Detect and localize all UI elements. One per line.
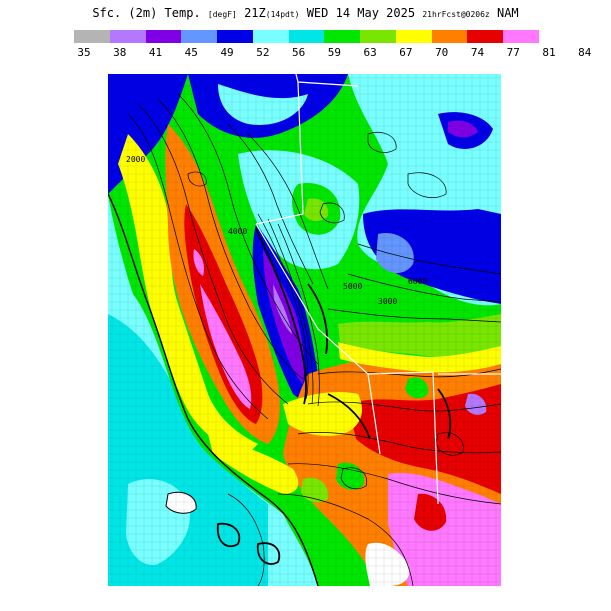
legend-tick-label: 81 xyxy=(542,46,556,59)
legend-swatch xyxy=(503,30,539,43)
contour-lines xyxy=(127,93,501,586)
temperature-map: 2000 3000 4000 5000 6000 xyxy=(108,74,501,586)
legend-swatch xyxy=(324,30,361,43)
legend-tick-label: 38 xyxy=(113,46,127,59)
legend-tick-label: 74 xyxy=(470,46,485,59)
legend-tick-label: 63 xyxy=(363,46,377,59)
legend-tick-label: 45 xyxy=(184,46,198,59)
title-unit: [degF] xyxy=(207,10,237,19)
legend-tick-label: 56 xyxy=(291,46,306,59)
legend-swatch xyxy=(181,30,218,43)
legend-swatch xyxy=(431,30,468,43)
legend-tick-label: 70 xyxy=(435,46,449,59)
legend-swatch xyxy=(74,30,110,43)
contour-label: 4000 xyxy=(228,227,247,236)
title-local: (14pdt) xyxy=(265,10,300,19)
legend-ticks: 35 38 41 45 49 52 56 59 63 67 70 74 77 81 84 xyxy=(70,46,591,60)
legend-tick-label: 52 xyxy=(256,46,270,59)
legend-tick-label: 41 xyxy=(148,46,163,59)
legend-tick-label: 35 xyxy=(77,46,91,59)
color-legend xyxy=(74,30,539,43)
legend-tick-label: 59 xyxy=(327,46,341,59)
legend-swatch xyxy=(145,30,182,43)
title-main: Sfc. (2m) Temp. xyxy=(92,6,201,20)
title-model: NAM xyxy=(496,6,519,20)
contour-label: 3000 xyxy=(378,297,397,306)
contour-label: 2000 xyxy=(126,155,145,164)
title-time: 21Z xyxy=(244,6,266,20)
legend-swatch xyxy=(288,30,325,43)
legend-swatch xyxy=(252,30,289,43)
legend-swatch xyxy=(109,30,146,43)
legend-swatch xyxy=(395,30,432,43)
legend-tick-label: 84 xyxy=(578,46,592,59)
title-date: WED 14 May 2025 xyxy=(306,6,416,20)
legend-tick-label: 49 xyxy=(220,46,234,59)
temperature-field: 2000 3000 4000 5000 6000 xyxy=(108,74,501,586)
major-contours xyxy=(216,228,452,565)
texture-overlay xyxy=(108,74,501,586)
contour-label: 5000 xyxy=(343,282,362,291)
legend-swatch xyxy=(217,30,253,43)
legend-tick-label: 77 xyxy=(506,46,520,59)
legend-swatch xyxy=(467,30,504,43)
legend-swatch xyxy=(360,30,396,43)
map-title: Sfc. (2m) Temp. [degF] 21Z(14pdt) WED 14… xyxy=(0,6,611,20)
contour-label: 6000 xyxy=(408,277,427,286)
coastline xyxy=(108,193,319,586)
state-borders xyxy=(255,74,501,505)
title-fcst: 21hrFcst@0206z xyxy=(422,10,490,19)
legend-tick-label: 67 xyxy=(399,46,413,59)
